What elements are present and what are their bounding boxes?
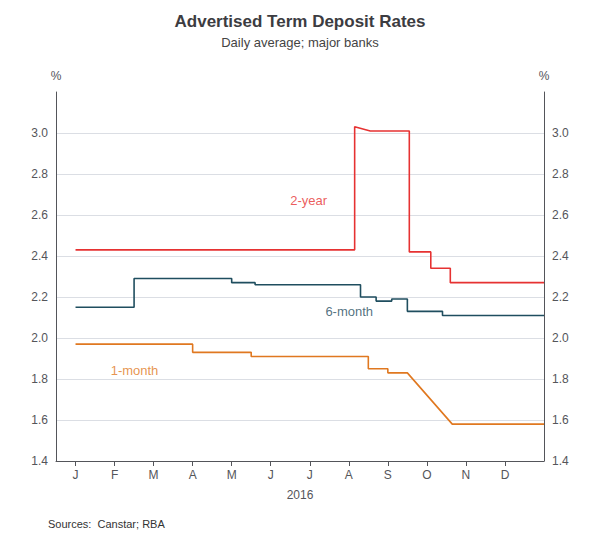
svg-text:1-month: 1-month — [111, 363, 159, 378]
svg-text:Advertised Term Deposit Rates: Advertised Term Deposit Rates — [175, 12, 426, 31]
svg-text:3.0: 3.0 — [31, 126, 48, 140]
svg-text:2.4: 2.4 — [31, 249, 48, 263]
svg-text:J: J — [268, 468, 274, 482]
svg-text:1.6: 1.6 — [552, 413, 569, 427]
svg-text:J: J — [307, 468, 313, 482]
svg-text:2.0: 2.0 — [31, 331, 48, 345]
svg-text:2.0: 2.0 — [552, 331, 569, 345]
svg-text:1.6: 1.6 — [31, 413, 48, 427]
svg-text:1.4: 1.4 — [552, 454, 569, 468]
svg-text:Sources: Canstar; RBA: Sources: Canstar; RBA — [48, 518, 165, 530]
svg-text:M: M — [149, 468, 159, 482]
svg-text:A: A — [345, 468, 353, 482]
svg-text:J: J — [73, 468, 79, 482]
svg-text:O: O — [422, 468, 431, 482]
svg-text:2.8: 2.8 — [31, 167, 48, 181]
svg-text:6-month: 6-month — [325, 304, 373, 319]
svg-text:2.2: 2.2 — [31, 290, 48, 304]
svg-text:3.0: 3.0 — [552, 126, 569, 140]
svg-text:1.8: 1.8 — [31, 372, 48, 386]
svg-text:%: % — [51, 69, 62, 83]
svg-text:Daily average; major banks: Daily average; major banks — [221, 35, 379, 50]
svg-text:2.6: 2.6 — [31, 208, 48, 222]
svg-text:2-year: 2-year — [290, 193, 328, 208]
svg-text:2.4: 2.4 — [552, 249, 569, 263]
svg-text:%: % — [539, 69, 550, 83]
svg-text:F: F — [111, 468, 118, 482]
svg-text:1.4: 1.4 — [31, 454, 48, 468]
svg-text:D: D — [501, 468, 510, 482]
svg-text:1.8: 1.8 — [552, 372, 569, 386]
svg-text:N: N — [462, 468, 471, 482]
svg-text:M: M — [227, 468, 237, 482]
svg-text:2.2: 2.2 — [552, 290, 569, 304]
svg-text:A: A — [189, 468, 197, 482]
svg-text:S: S — [384, 468, 392, 482]
svg-text:2.6: 2.6 — [552, 208, 569, 222]
svg-text:2.8: 2.8 — [552, 167, 569, 181]
svg-text:2016: 2016 — [287, 488, 314, 502]
